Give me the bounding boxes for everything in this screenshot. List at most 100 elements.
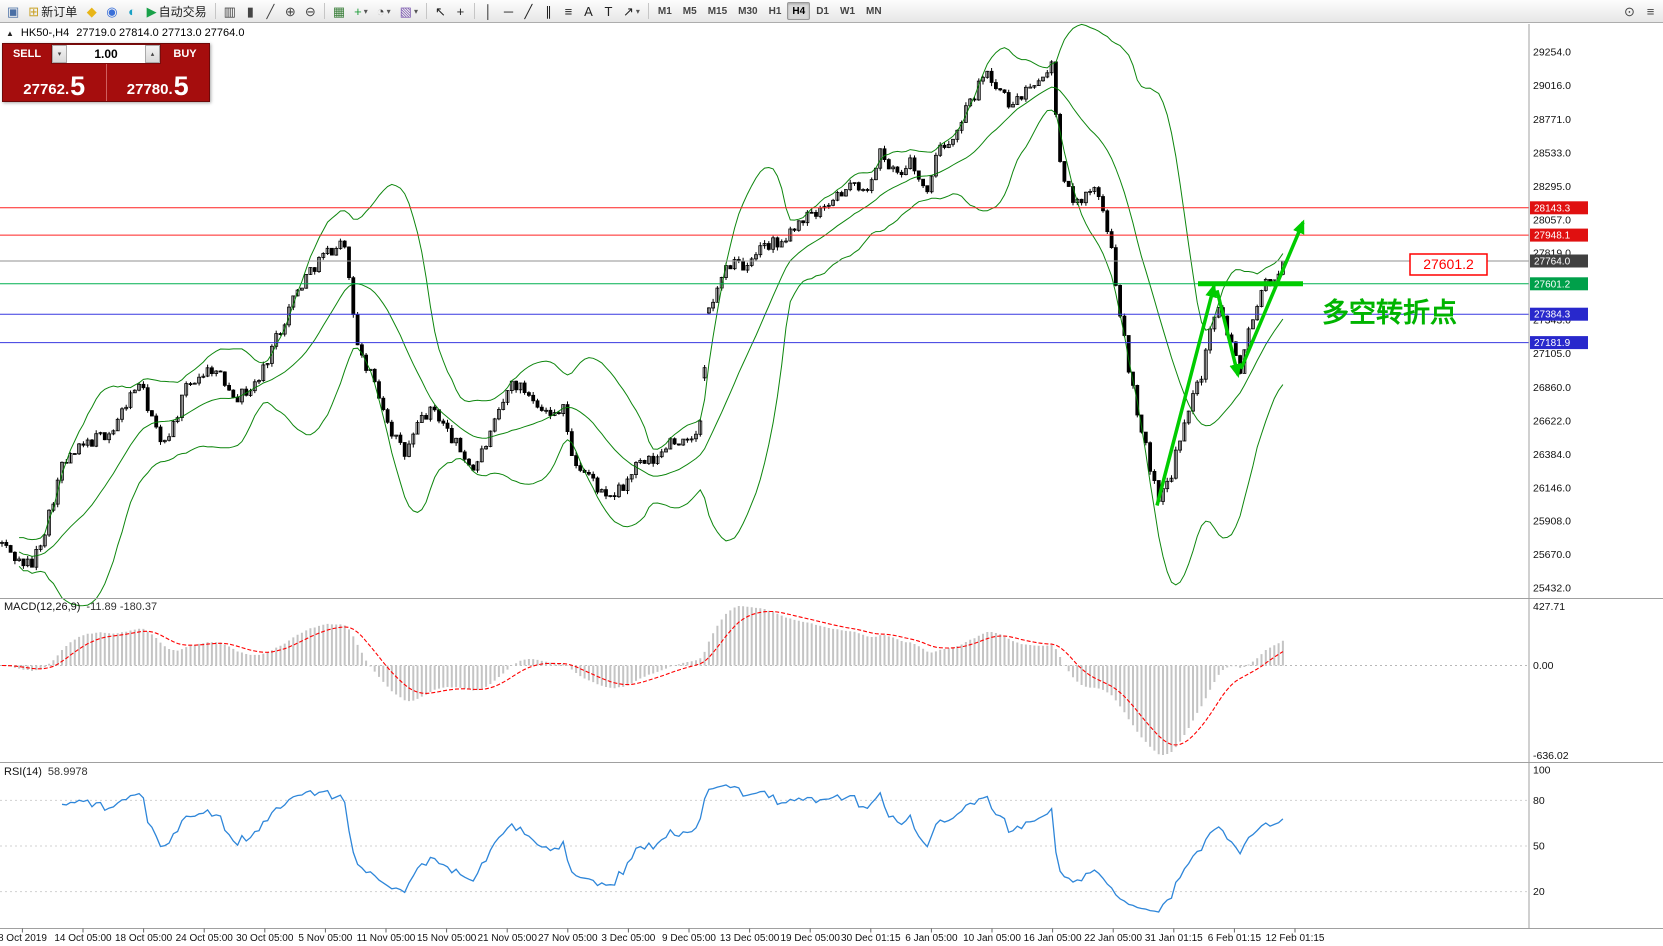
price-tick: 25670.0 xyxy=(1533,549,1571,561)
rsi-panel: 100 80 50 20 xyxy=(0,765,1551,913)
volume-increase-button[interactable]: ▴ xyxy=(145,45,160,63)
line-chart-icon[interactable]: ╱ xyxy=(261,2,280,21)
timeframe-button-m30[interactable]: M30 xyxy=(733,2,762,20)
profile-icon[interactable]: ◉ xyxy=(102,2,121,21)
toolbar-separator xyxy=(473,3,475,19)
toolbar-separator xyxy=(214,3,216,19)
autotrade-icon: ▶ xyxy=(146,3,157,19)
search-icon[interactable]: ⊙ xyxy=(1620,2,1639,21)
annotations-layer[interactable]: 多空转折点 27601.2 xyxy=(1155,219,1488,506)
search-icon: ⊙ xyxy=(1624,3,1635,19)
horizontal-line-icon[interactable]: ─ xyxy=(499,2,518,21)
periods-icon[interactable]: ◔ ▾ xyxy=(373,2,395,21)
zoom-out-icon[interactable]: ⊖ xyxy=(301,2,320,21)
level-label-box[interactable] xyxy=(1409,253,1488,276)
time-tick-label: 15 Nov 05:00 xyxy=(417,933,477,944)
timeframe-button-h1[interactable]: H1 xyxy=(764,2,787,20)
price-tick: 26384.0 xyxy=(1533,449,1571,461)
sell-price: 27762. xyxy=(23,81,70,98)
price-tag-28143.3 xyxy=(1530,201,1588,215)
volume-decrease-button[interactable]: ▾ xyxy=(52,45,67,63)
price-tag-text: 27601.2 xyxy=(1534,279,1571,290)
new-order-button[interactable]: ⊞ 新订单 xyxy=(24,2,81,21)
price-tag-27181.9 xyxy=(1530,336,1588,350)
timeframe-button-d1[interactable]: D1 xyxy=(811,2,834,20)
cursor-icon[interactable]: ↖ xyxy=(431,2,450,21)
crosshair-icon[interactable]: + xyxy=(451,2,470,21)
trend-arrow-1[interactable] xyxy=(1155,283,1218,506)
time-tick-label: 5 Nov 05:00 xyxy=(298,933,352,944)
price-tag-text: 27384.3 xyxy=(1534,310,1571,321)
sell-label[interactable]: SELL xyxy=(3,44,51,64)
chart-symbol-header: ▲ HK50-,H4 27719.0 27814.0 27713.0 27764… xyxy=(6,27,244,39)
timeframe-button-w1[interactable]: W1 xyxy=(835,2,860,20)
menu-icon[interactable]: ≡ xyxy=(1641,2,1660,21)
tile-windows-icon[interactable]: ▦ xyxy=(329,2,349,21)
fibonacci-icon[interactable]: ≡ xyxy=(559,2,578,21)
time-tick-label: 6 Jan 05:00 xyxy=(905,933,958,944)
sell-button[interactable]: 27762. 5 xyxy=(3,64,106,101)
chart-window-icon[interactable]: ▣ xyxy=(3,2,23,21)
tile-windows-icon: ▦ xyxy=(332,3,346,19)
price-tick: 29016.0 xyxy=(1533,80,1571,92)
symbol-marker-icon: ▲ xyxy=(6,28,14,38)
bollinger-bands xyxy=(18,23,1284,607)
trendline-icon: ╱ xyxy=(524,3,533,19)
macd-axis-label: 427.71 xyxy=(1533,601,1565,613)
autotrade-button[interactable]: ▶ 自动交易 xyxy=(143,2,211,21)
text-icon[interactable]: A xyxy=(579,2,598,21)
zoom-in-icon[interactable]: ⊕ xyxy=(281,2,300,21)
label-icon[interactable]: T xyxy=(599,2,618,21)
price-tag-27384.3 xyxy=(1530,307,1588,321)
time-tick-label: 31 Jan 01:15 xyxy=(1145,933,1203,944)
volume-stepper: ▾ ▴ xyxy=(51,44,161,64)
price-tag-text: 27948.1 xyxy=(1534,231,1571,242)
timeframe-button-mn[interactable]: MN xyxy=(861,2,887,20)
shapes-icon[interactable]: ↗ ▾ xyxy=(619,2,644,21)
vertical-line-icon[interactable]: │ xyxy=(479,2,498,21)
time-tick-label: 30 Dec 01:15 xyxy=(841,933,901,944)
trend-arrow-3[interactable] xyxy=(1239,219,1305,370)
time-tick-label: 3 Dec 05:00 xyxy=(601,933,655,944)
trendline-icon[interactable]: ╱ xyxy=(519,2,538,21)
buy-button[interactable]: 27780. 5 xyxy=(105,64,209,101)
info-icon[interactable]: ◐ xyxy=(123,2,142,21)
candlestick-icon[interactable]: ▮ xyxy=(241,2,260,21)
buy-label[interactable]: BUY xyxy=(161,44,209,64)
rsi-axis-label: 20 xyxy=(1533,886,1545,898)
price-tick: 25432.0 xyxy=(1533,583,1571,595)
timeframe-button-m15[interactable]: M15 xyxy=(703,2,732,20)
chevron-down-icon: ▾ xyxy=(386,6,391,16)
trend-annotation-text[interactable]: 多空转折点 xyxy=(1322,297,1457,328)
volume-input[interactable] xyxy=(67,45,145,63)
timeframe-button-h4[interactable]: H4 xyxy=(787,2,811,20)
indicators-icon[interactable]: + ▾ xyxy=(350,2,372,21)
time-tick-label: 8 Oct 2019 xyxy=(0,933,47,944)
time-tick-label: 21 Nov 05:00 xyxy=(477,933,537,944)
templates-icon[interactable]: ▧ ▾ xyxy=(396,2,422,21)
trend-arrow-2[interactable] xyxy=(1215,289,1242,379)
price-tag-27601.2 xyxy=(1530,277,1588,291)
rsi-value: 58.9978 xyxy=(47,766,88,778)
horizontal-line-icon: ─ xyxy=(503,3,514,19)
time-tick-label: 11 Nov 05:00 xyxy=(357,933,416,944)
macd-title: MACD(12,26,9) xyxy=(4,601,81,613)
price-tag-27948.1 xyxy=(1530,228,1588,242)
rsi-line xyxy=(61,784,1284,913)
time-tick-label: 16 Jan 05:00 xyxy=(1024,933,1082,944)
time-tick-label: 24 Oct 05:00 xyxy=(176,933,234,944)
time-tick-label: 9 Dec 05:00 xyxy=(662,933,716,944)
bar-chart-icon[interactable]: ▥ xyxy=(220,2,240,21)
label-icon: T xyxy=(604,3,613,19)
time-tick-label: 30 Oct 05:00 xyxy=(236,933,294,944)
channel-icon[interactable]: ∥ xyxy=(539,2,558,21)
chart-wizard-icon[interactable]: ◆ xyxy=(82,2,101,21)
toolbar-separator xyxy=(425,3,427,19)
timeframe-button-m5[interactable]: M5 xyxy=(678,2,702,20)
new-order-icon: ⊞ xyxy=(28,3,40,19)
time-tick-label: 13 Dec 05:00 xyxy=(720,933,780,944)
time-tick-label: 22 Jan 05:00 xyxy=(1084,933,1142,944)
timeframe-button-m1[interactable]: M1 xyxy=(653,2,677,20)
